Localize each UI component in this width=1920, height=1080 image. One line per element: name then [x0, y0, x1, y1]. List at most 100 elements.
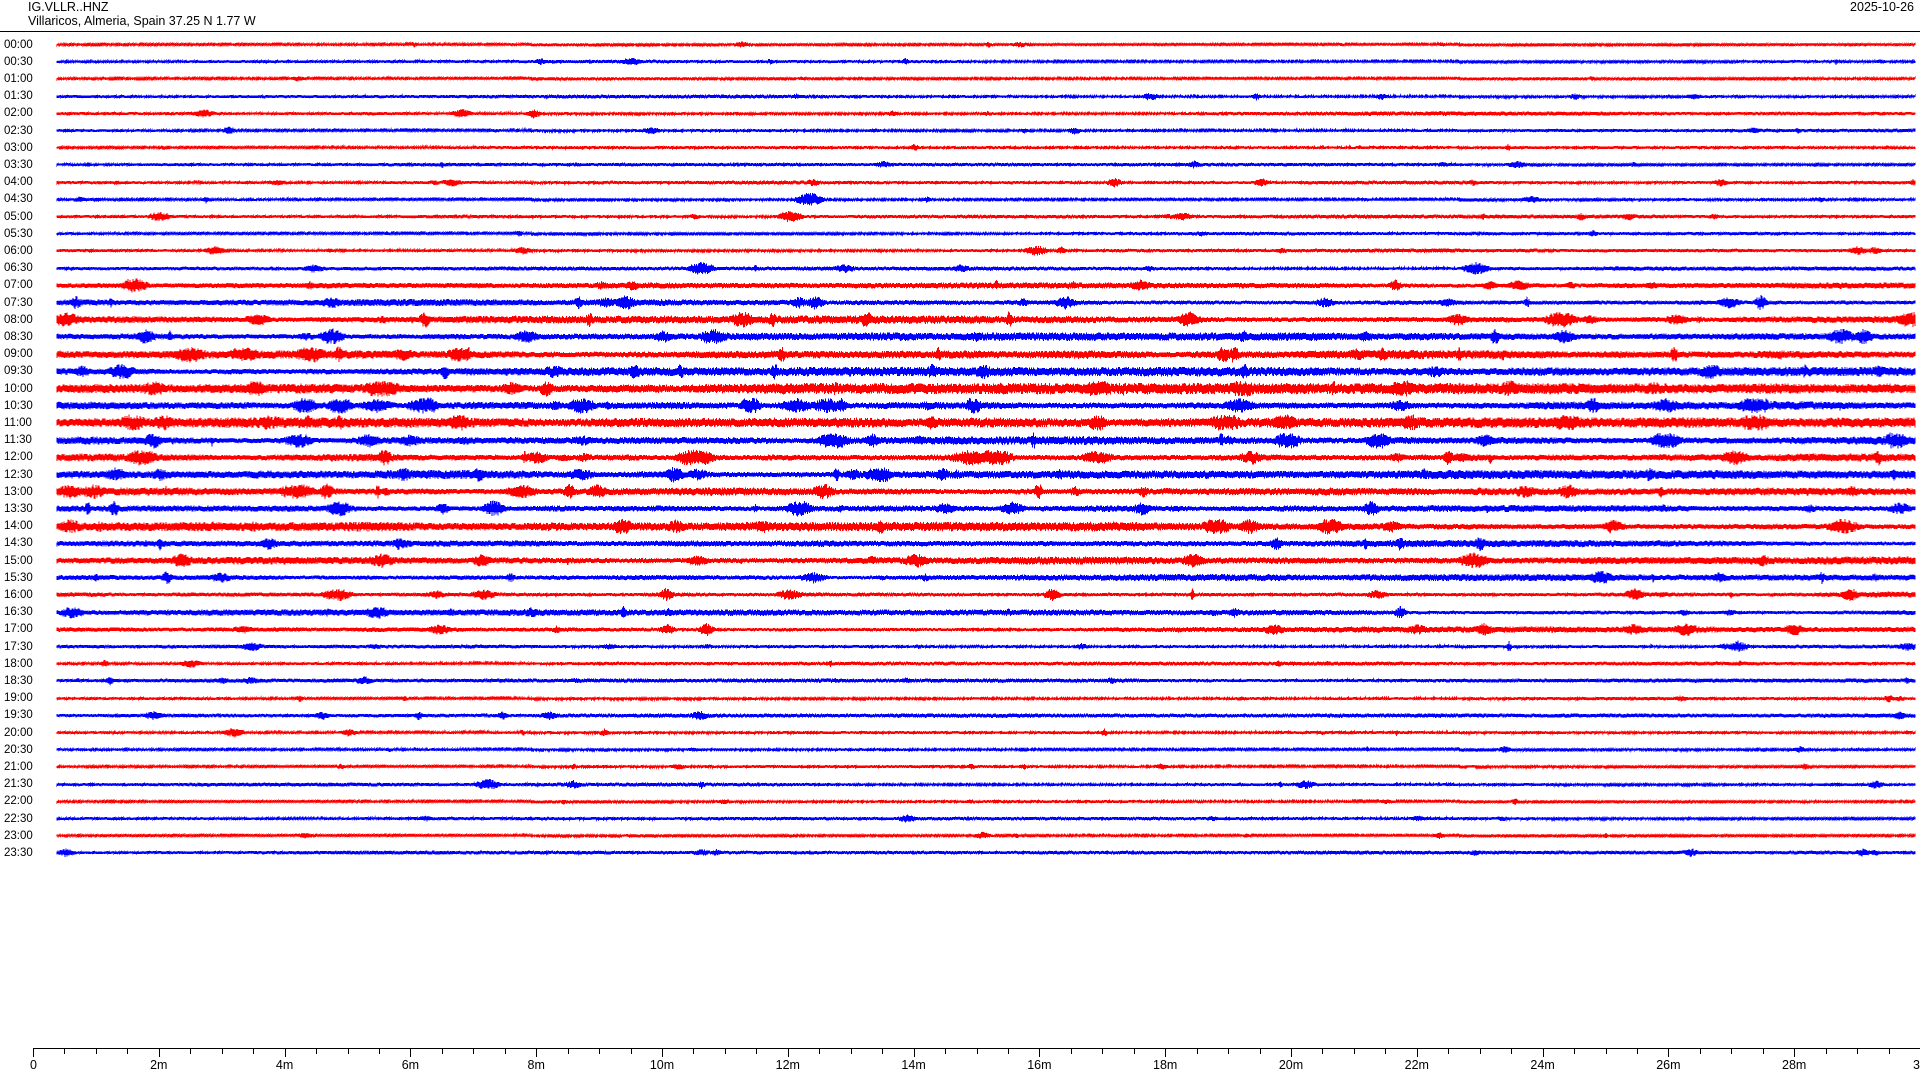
- x-axis-tick-label: 18m: [1153, 1058, 1178, 1072]
- x-axis-minor-tick: [1322, 1049, 1324, 1054]
- seismic-trace: [56, 449, 1916, 466]
- trace-row: 16:00: [0, 586, 1920, 603]
- x-axis: 0 2m 4m 6m 8m 10m 12m 14m 16m 18m 20m 22m 24m 26m 28m 3…: [0, 1048, 1920, 1080]
- page-header: IG.VLLR..HNZ Villaricos, Almeria, Spain …: [0, 0, 1920, 32]
- x-axis-major-tick: [1668, 1049, 1670, 1057]
- x-axis-tick-label: 30: [1913, 1058, 1920, 1072]
- seismic-trace: [56, 535, 1916, 552]
- x-axis-minor-tick: [1102, 1049, 1104, 1054]
- trace-row: 22:30: [0, 810, 1920, 827]
- time-axis-label: 07:30: [4, 296, 33, 309]
- time-axis-label: 19:30: [4, 709, 33, 722]
- time-axis-label: 06:30: [4, 262, 33, 275]
- x-axis-minor-tick: [221, 1049, 223, 1054]
- trace-row: 07:30: [0, 294, 1920, 311]
- time-axis-label: 21:30: [4, 778, 33, 791]
- x-axis-minor-tick: [850, 1049, 852, 1054]
- time-axis-label: 02:30: [4, 124, 33, 137]
- seismic-trace: [56, 346, 1916, 363]
- x-axis-major-tick: [284, 1049, 286, 1057]
- trace-row: 13:30: [0, 500, 1920, 517]
- time-axis-label: 19:00: [4, 692, 33, 705]
- seismic-trace: [56, 53, 1916, 70]
- trace-row: 16:30: [0, 604, 1920, 621]
- time-axis-label: 10:30: [4, 399, 33, 412]
- time-axis-label: 02:00: [4, 107, 33, 120]
- seismic-trace: [56, 827, 1916, 844]
- seismic-trace: [56, 500, 1916, 517]
- trace-row: 09:30: [0, 363, 1920, 380]
- trace-row: 13:00: [0, 483, 1920, 500]
- x-axis-major-tick: [33, 1049, 34, 1057]
- time-axis-label: 01:00: [4, 72, 33, 85]
- x-axis-minor-tick: [1196, 1049, 1198, 1054]
- x-axis-minor-tick: [1636, 1049, 1638, 1054]
- x-axis-minor-tick: [64, 1049, 66, 1054]
- time-axis-label: 07:00: [4, 279, 33, 292]
- seismic-trace: [56, 380, 1916, 397]
- seismic-trace: [56, 88, 1916, 105]
- x-axis-tick-label: 10m: [649, 1058, 675, 1072]
- time-axis-label: 23:30: [4, 846, 33, 859]
- trace-row: 03:00: [0, 139, 1920, 156]
- trace-row: 00:00: [0, 36, 1920, 53]
- time-axis-label: 22:00: [4, 795, 33, 808]
- x-axis-minor-tick: [1731, 1049, 1733, 1054]
- trace-row: 08:30: [0, 328, 1920, 345]
- x-axis-tick-label: 6m: [401, 1058, 420, 1072]
- seismic-trace: [56, 156, 1916, 173]
- x-axis-minor-tick: [882, 1049, 884, 1054]
- trace-row: 20:30: [0, 741, 1920, 758]
- trace-row: 20:00: [0, 724, 1920, 741]
- x-axis-minor-tick: [1699, 1049, 1701, 1054]
- trace-row: 10:00: [0, 380, 1920, 397]
- time-axis-label: 10:00: [4, 382, 33, 395]
- trace-row: 19:30: [0, 707, 1920, 724]
- seismic-trace: [56, 260, 1916, 277]
- x-axis-minor-tick: [1605, 1049, 1607, 1054]
- trace-row: 11:30: [0, 432, 1920, 449]
- time-axis-label: 20:00: [4, 726, 33, 739]
- seismic-trace: [56, 414, 1916, 431]
- seismic-trace: [56, 208, 1916, 225]
- seismic-trace: [56, 793, 1916, 810]
- x-axis-major-tick: [1542, 1049, 1544, 1057]
- x-axis-minor-tick: [127, 1049, 129, 1054]
- x-axis-tick-label: 8m: [527, 1058, 545, 1072]
- x-axis-major-tick: [536, 1049, 538, 1057]
- x-axis-minor-tick: [1133, 1049, 1135, 1054]
- trace-row: 02:00: [0, 105, 1920, 122]
- record-date: 2025-10-26: [1850, 0, 1914, 14]
- time-axis-label: 09:30: [4, 365, 33, 378]
- time-axis-label: 21:00: [4, 760, 33, 773]
- seismic-trace: [56, 776, 1916, 793]
- time-axis-label: 13:30: [4, 502, 33, 515]
- time-axis-label: 16:30: [4, 606, 33, 619]
- trace-row: 23:00: [0, 827, 1920, 844]
- x-axis-major-tick: [662, 1049, 663, 1057]
- x-axis-minor-tick: [95, 1049, 97, 1054]
- trace-row: 04:00: [0, 174, 1920, 191]
- trace-row: 18:00: [0, 655, 1920, 672]
- x-axis-minor-tick: [1825, 1049, 1827, 1054]
- trace-row: 22:00: [0, 793, 1920, 810]
- x-axis-tick-label: 12m: [775, 1058, 800, 1072]
- x-axis-major-tick: [1291, 1049, 1292, 1057]
- x-axis-tick-label: 4m: [275, 1058, 294, 1072]
- time-axis-label: 13:00: [4, 485, 33, 498]
- seismic-trace: [56, 690, 1916, 707]
- x-axis-tick-label: 22m: [1404, 1058, 1429, 1072]
- time-axis-label: 15:00: [4, 554, 33, 567]
- time-axis-label: 08:30: [4, 330, 33, 343]
- time-axis-label: 23:00: [4, 829, 33, 842]
- x-axis-minor-tick: [1353, 1049, 1355, 1054]
- x-axis-tick-label: 26m: [1656, 1058, 1681, 1072]
- time-axis-label: 09:00: [4, 348, 33, 361]
- time-axis-label: 12:30: [4, 468, 33, 481]
- seismic-trace: [56, 122, 1916, 139]
- trace-row: 17:00: [0, 621, 1920, 638]
- seismic-trace: [56, 277, 1916, 294]
- trace-row: 14:00: [0, 518, 1920, 535]
- trace-row: 03:30: [0, 156, 1920, 173]
